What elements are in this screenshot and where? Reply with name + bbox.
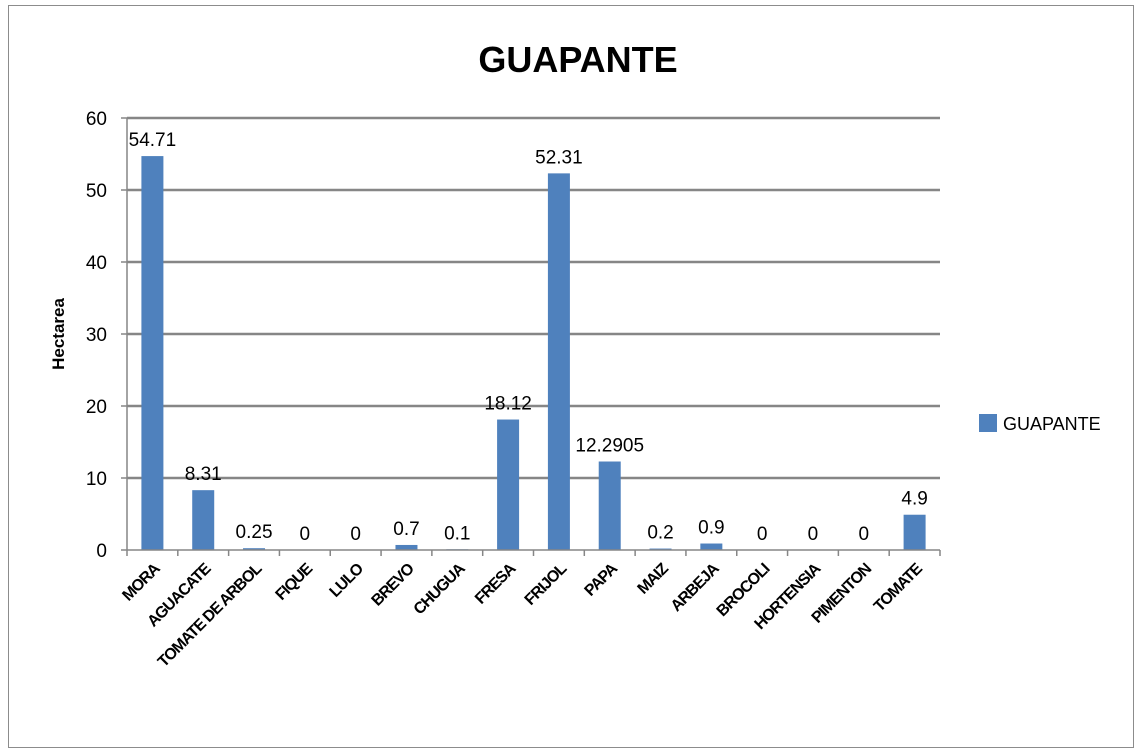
y-tick-label: 40	[86, 253, 107, 274]
data-label: 0	[808, 524, 819, 545]
legend-swatch	[979, 414, 997, 432]
data-label: 0.1	[444, 523, 470, 544]
data-label: 12.2905	[575, 436, 644, 457]
bar	[395, 544, 418, 550]
bar	[700, 543, 723, 550]
category-label: BREVO	[369, 560, 418, 609]
data-label: 0.7	[393, 519, 419, 540]
y-tick-label: 30	[86, 325, 107, 346]
category-label: PAPA	[582, 560, 622, 600]
data-label: 0	[858, 524, 869, 545]
category-label: FRESA	[472, 560, 520, 608]
data-label: 0	[757, 524, 768, 545]
y-axis-title: Hectarea	[49, 298, 68, 370]
y-tick-label: 50	[86, 181, 107, 202]
chart-title: GUAPANTE	[478, 39, 677, 80]
category-label: MAIZ	[635, 560, 673, 598]
y-tick-label: 60	[86, 109, 107, 130]
gridlines	[127, 116, 940, 480]
category-label: CHUGUA	[411, 560, 469, 618]
legend-label: GUAPANTE	[1003, 414, 1101, 434]
y-axis-ticks: 0 10 20 30 40 50 60	[86, 109, 127, 562]
legend: GUAPANTE	[979, 414, 1101, 434]
bars	[141, 156, 926, 551]
bar	[598, 461, 621, 550]
category-label: FIQUE	[273, 560, 317, 604]
bar	[141, 156, 164, 550]
y-tick-label: 10	[86, 469, 107, 490]
y-tick-label: 20	[86, 397, 107, 418]
data-label: 4.9	[901, 489, 927, 510]
data-label: 0	[350, 524, 361, 545]
data-label: 54.71	[129, 130, 177, 151]
category-label: FRIJOL	[522, 560, 571, 609]
bar	[547, 173, 570, 551]
bar	[192, 490, 215, 550]
bar	[497, 419, 520, 550]
chart-frame	[8, 5, 1134, 748]
category-label: LULO	[327, 560, 367, 600]
data-labels: 54.71 8.31 0.25 0 0 0.7 0.1 18.12 52.31 12.2905 0.…	[129, 130, 928, 545]
data-label: 18.12	[484, 394, 532, 415]
y-tick-label: 0	[96, 541, 107, 562]
category-label: TOMATE DE ARBOL	[155, 560, 266, 671]
data-label: 0.2	[647, 523, 673, 544]
category-label: MORA	[119, 560, 164, 605]
bar	[903, 514, 926, 550]
data-label: 8.31	[185, 464, 222, 485]
data-label: 52.31	[535, 147, 583, 168]
category-label: TOMATE	[871, 560, 926, 615]
data-label: 0.9	[698, 518, 724, 539]
axes	[126, 118, 941, 556]
bar	[243, 548, 266, 550]
data-label: 0	[300, 524, 311, 545]
data-label: 0.25	[236, 522, 273, 543]
